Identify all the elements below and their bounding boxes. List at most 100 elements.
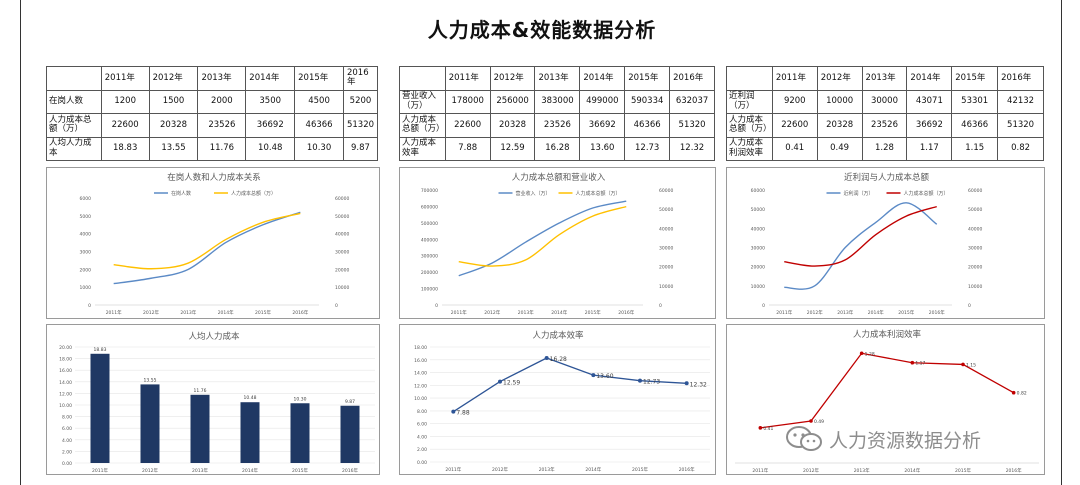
table-row: 人力成本总额（万） 22600 20328 23526 36692 46366 …: [726, 113, 1044, 138]
data-label: 1.17: [915, 361, 925, 367]
y-tick-label: 20.00: [59, 345, 72, 351]
data-point: [544, 355, 549, 360]
table-row: 人力成本总额（万） 22600 20328 23526 36692 46366 …: [46, 113, 379, 138]
y-tick-label: 18.00: [59, 357, 72, 363]
series-line: [784, 202, 938, 290]
y-tick-label: 10.00: [59, 403, 72, 409]
x-tick-label: 2014年: [218, 309, 234, 316]
year-header: 2016年: [997, 66, 1044, 91]
table-cell: 16.28: [534, 136, 581, 161]
table-cell: 7.88: [444, 136, 491, 161]
y2-tick-label: 40000: [659, 226, 673, 232]
x-tick-label: 2016年: [342, 467, 358, 474]
data-point: [809, 419, 813, 423]
table-header-row: 2011年 2012年 2013年 2014年 2015年 2016年: [726, 66, 1044, 91]
table-headcount-cost: 2011年 2012年 2013年 2014年 2015年 2016年 在岗人数…: [46, 66, 379, 161]
y-tick-label: 60000: [751, 188, 765, 194]
series-line: [113, 211, 301, 285]
y-tick-label: 700000: [421, 188, 438, 194]
year-header: 2016年: [342, 66, 379, 91]
year-header: 2013年: [197, 66, 247, 91]
chart-title: 在岗人数和人力成本关系: [167, 172, 261, 183]
y2-tick-label: 10000: [659, 284, 673, 290]
table-cell: 3500: [245, 89, 296, 114]
table-cell: 36692: [245, 113, 296, 138]
year-header: 2015年: [624, 66, 671, 91]
data-label: 11.76: [194, 388, 207, 394]
legend-label: 人力成本总额（万）: [231, 190, 276, 197]
y-tick-label: 100000: [421, 287, 438, 293]
y-tick-label: 5000: [80, 214, 92, 220]
x-tick-label: 2013年: [180, 309, 196, 316]
chart-cost-per-head: 人均人力成本 0.00 2.00 4.00 6.00 8.00 10.00 12.00 14.0…: [59, 331, 375, 474]
x-tick-label: 2013年: [837, 309, 853, 316]
y-tick-label: 6000: [80, 196, 92, 202]
data-label: 12.73: [643, 379, 660, 386]
x-tick-label: 2015年: [292, 467, 308, 474]
y-tick-label: 3000: [80, 250, 92, 256]
wechat-icon: [786, 426, 822, 451]
chart-panel-profit-cost: 近利润与人力成本总额 近利润（万） 人力成本总额（万） 0 10000 20000 3000…: [726, 167, 1045, 319]
data-label: 1.15: [966, 362, 976, 368]
table-cell: 13.55: [148, 136, 199, 161]
y2-tick-label: 40000: [335, 232, 349, 238]
y2-tick-label: 40000: [968, 226, 982, 232]
y-tick-label: 40000: [751, 226, 765, 232]
y-tick-label: 20000: [751, 265, 765, 271]
x-tick-label: 2011年: [752, 467, 768, 474]
data-label: 13.55: [144, 377, 157, 383]
x-tick-label: 2012年: [143, 309, 159, 316]
chart-profit-efficiency: 人力成本利润效率 0.41 2011年 0.49 2012年 1.28 2013年 1.17 2…: [735, 329, 1039, 474]
x-tick-label: 2014年: [868, 309, 884, 316]
table-cell: 42132: [997, 89, 1044, 114]
y-tick-label: 2.00: [417, 447, 427, 453]
table-cell: 590334: [624, 89, 671, 114]
table-cell: 18.83: [100, 136, 150, 161]
table-cell: 1.28: [861, 136, 908, 161]
chart-title: 人力成本利润效率: [853, 329, 922, 340]
y-tick-label: 4.00: [417, 434, 427, 440]
y2-tick-label: 50000: [968, 207, 982, 213]
data-label: 16.28: [550, 356, 567, 363]
row-label: 人力成本总额（万）: [399, 113, 446, 138]
table-cell: 4500: [294, 89, 344, 114]
bar: [340, 405, 360, 463]
year-header: 2012年: [816, 66, 863, 91]
y2-tick-label: 20000: [968, 265, 982, 271]
legend-label: 营业收入（万）: [516, 190, 551, 197]
series-line: [113, 212, 301, 270]
table-corner-cell: [46, 66, 102, 91]
y2-tick-label: 60000: [968, 188, 982, 194]
x-tick-label: 2013年: [192, 467, 208, 474]
table-cell: 1.15: [951, 136, 999, 161]
y2-tick-label: 60000: [335, 196, 349, 202]
x-tick-label: 2015年: [955, 467, 971, 474]
y-tick-label: 4000: [80, 232, 92, 238]
y-tick-label: 0.00: [417, 460, 427, 466]
y-tick-label: 600000: [421, 204, 438, 210]
y-tick-label: 6.00: [417, 422, 427, 428]
table-cell: 256000: [489, 89, 536, 114]
table-cell: 46366: [294, 113, 344, 138]
y-tick-label: 4.00: [62, 438, 72, 444]
table-cell: 36692: [906, 113, 953, 138]
y2-tick-label: 20000: [335, 267, 349, 273]
chart-panel-headcount-cost: 在岗人数和人力成本关系 在岗人数 人力成本总额（万） 0 1000 2000 3000 400…: [46, 167, 380, 319]
x-tick-label: 2013年: [518, 309, 534, 316]
y-tick-label: 30000: [751, 246, 765, 252]
x-tick-label: 2014年: [242, 467, 258, 474]
table-row: 人力成本利润效率 0.41 0.49 1.28 1.17 1.15 0.82: [726, 136, 1044, 161]
table-cell: 0.49: [816, 136, 863, 161]
year-header: 2011年: [771, 66, 818, 91]
table-cell: 30000: [861, 89, 908, 114]
table-corner-cell: [399, 66, 446, 91]
data-label: 10.48: [244, 395, 257, 401]
x-tick-label: 2012年: [803, 467, 819, 474]
table-cell: 11.76: [197, 136, 247, 161]
y-tick-label: 14.00: [414, 371, 427, 377]
y-tick-label: 200000: [421, 270, 438, 276]
year-header: 2012年: [489, 66, 536, 91]
row-label: 人均人力成本: [46, 136, 102, 161]
series-line: [760, 352, 1014, 429]
